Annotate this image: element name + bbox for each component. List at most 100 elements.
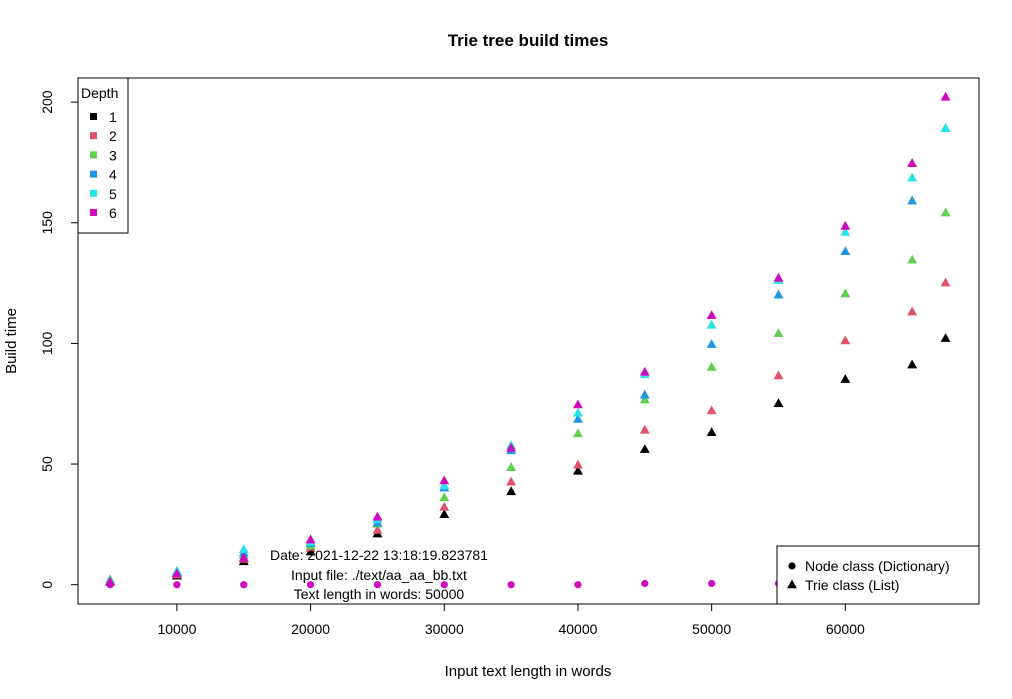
depth-legend-swatch — [90, 113, 97, 120]
data-point-triangle — [439, 492, 450, 502]
class-legend-label: Node class (Dictionary) — [805, 558, 950, 574]
x-tick-label: 60000 — [826, 621, 865, 637]
data-point-triangle — [840, 374, 851, 383]
class-legend-label: Trie class (List) — [805, 577, 899, 593]
annotation-words: Text length in words: 50000 — [294, 586, 465, 602]
depth-legend-swatch — [90, 170, 97, 178]
depth-legend-label: 1 — [109, 109, 117, 125]
data-point-triangle — [372, 511, 383, 521]
data-point-triangle — [639, 444, 650, 453]
data-point-triangle — [573, 428, 583, 438]
data-point-triangle — [706, 427, 717, 436]
depth-legend-swatch — [90, 132, 97, 140]
data-point-triangle — [506, 486, 517, 496]
data-point-triangle — [506, 476, 517, 486]
x-tick-label: 20000 — [291, 621, 330, 637]
x-tick-label: 40000 — [558, 621, 597, 637]
data-point-triangle — [439, 480, 450, 490]
depth-legend-label: 6 — [109, 205, 117, 221]
annotation-file: Input file: ./text/aa_aa_bb.txt — [291, 567, 467, 583]
annotation-date: Date: 2021-12-22 13:18:19.823781 — [270, 547, 488, 563]
data-point-triangle — [305, 534, 316, 544]
data-point-triangle — [506, 462, 517, 471]
class-legend-box — [776, 545, 980, 605]
data-point-circle — [507, 581, 515, 589]
data-point-triangle — [706, 362, 717, 371]
data-point-circle — [574, 581, 582, 589]
x-tick-label: 10000 — [157, 621, 196, 637]
depth-legend-label: 3 — [109, 147, 117, 163]
depth-legend-swatch — [90, 151, 97, 159]
data-point-triangle — [940, 91, 951, 101]
data-point-triangle — [907, 195, 918, 205]
class-legend-triangle-icon — [787, 579, 797, 589]
depth-legend-swatch — [90, 189, 97, 197]
data-point-triangle — [940, 207, 951, 217]
data-point-triangle — [439, 501, 450, 511]
data-point-triangle — [907, 158, 918, 167]
data-point-triangle — [573, 465, 583, 475]
data-point-triangle — [706, 310, 717, 319]
data-point-triangle — [706, 319, 717, 329]
data-point-triangle — [238, 552, 249, 562]
data-point-triangle — [439, 475, 450, 485]
depth-legend-box — [77, 77, 129, 234]
data-point-triangle — [573, 407, 583, 417]
depth-legend-label: 2 — [109, 128, 117, 144]
data-point-triangle — [506, 442, 517, 452]
depth-legend-items: 1 2 3 4 5 6 — [90, 109, 117, 221]
chart-title: Trie tree build times — [448, 31, 609, 50]
y-tick-label: 150 — [39, 211, 55, 235]
data-point-circle — [307, 581, 315, 589]
data-points — [105, 91, 951, 589]
data-point-triangle — [171, 568, 182, 578]
y-tick-label: 100 — [39, 332, 55, 356]
data-point-triangle — [372, 524, 383, 534]
annotation: Date: 2021-12-22 13:18:19.823781 Input f… — [270, 547, 488, 602]
data-point-triangle — [840, 288, 851, 298]
data-point-circle — [440, 581, 448, 589]
data-point-triangle — [840, 220, 851, 230]
data-point-circle — [106, 581, 114, 589]
data-point-triangle — [573, 399, 583, 409]
data-point-triangle — [773, 289, 784, 299]
data-point-triangle — [773, 272, 784, 282]
depth-legend-label: 4 — [109, 167, 117, 183]
data-point-triangle — [773, 328, 784, 338]
data-point-triangle — [840, 335, 851, 345]
data-point-triangle — [907, 172, 918, 182]
x-axis-label: Input text length in words — [445, 663, 612, 680]
data-point-triangle — [940, 123, 951, 132]
data-point-triangle — [238, 544, 249, 554]
data-point-triangle — [639, 394, 650, 404]
depth-legend: Depth 1 2 3 4 5 6 — [77, 77, 129, 234]
data-point-triangle — [907, 306, 918, 316]
x-tick-label: 50000 — [692, 621, 731, 637]
data-point-circle — [641, 579, 649, 588]
class-legend-items: Node class (Dictionary) Trie class (List) — [787, 558, 950, 593]
data-point-circle — [373, 581, 382, 589]
y-tick-label: 200 — [39, 90, 55, 114]
data-point-triangle — [706, 339, 717, 348]
data-point-triangle — [639, 366, 650, 376]
data-point-triangle — [439, 509, 450, 519]
data-point-triangle — [573, 459, 583, 469]
y-axis-label: Build time — [3, 308, 20, 374]
data-point-triangle — [940, 277, 951, 287]
data-point-triangle — [706, 405, 717, 415]
x-axis: 10000 20000 30000 40000 50000 60000 — [157, 603, 865, 637]
y-axis: 0 50 100 150 200 — [39, 90, 79, 589]
y-tick-label: 0 — [39, 581, 55, 589]
data-point-circle — [173, 581, 181, 589]
class-legend: Node class (Dictionary) Trie class (List) — [776, 545, 980, 605]
data-point-circle — [240, 581, 248, 589]
data-point-triangle — [773, 370, 784, 380]
depth-legend-label: 5 — [109, 186, 117, 202]
data-point-triangle — [840, 226, 851, 236]
data-point-triangle — [639, 424, 650, 434]
data-point-triangle — [940, 333, 951, 342]
data-point-triangle — [907, 359, 918, 369]
data-point-triangle — [907, 254, 918, 264]
data-point-triangle — [840, 246, 851, 256]
